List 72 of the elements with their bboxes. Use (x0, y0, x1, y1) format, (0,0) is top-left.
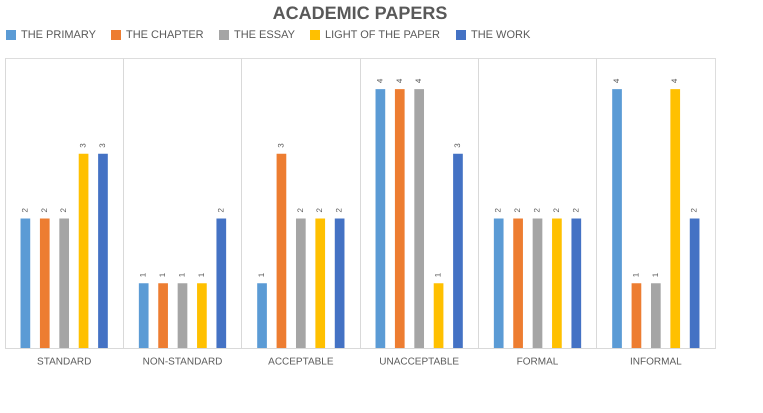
bar (78, 154, 88, 348)
data-label: 4 (414, 78, 424, 84)
data-label: 1 (434, 272, 443, 278)
bar (670, 89, 680, 348)
data-label: 1 (178, 272, 186, 278)
bar (394, 89, 405, 348)
data-label: 4 (612, 78, 622, 84)
bar (612, 89, 622, 348)
bar (690, 218, 700, 348)
data-label: 2 (59, 208, 68, 213)
data-label: 2 (40, 208, 49, 213)
data-label: 1 (138, 272, 148, 278)
bar (453, 154, 463, 348)
bar (552, 218, 562, 348)
x-tick-label: STANDARD (37, 356, 92, 368)
bar (571, 218, 582, 348)
bar (276, 154, 286, 348)
bar (59, 218, 70, 348)
bar (138, 283, 149, 348)
data-label: 2 (334, 208, 344, 213)
bar (158, 283, 168, 348)
x-tick-label: NON-STANDARD (142, 356, 222, 368)
bar (513, 218, 523, 348)
data-label: 4 (394, 78, 404, 84)
data-label: 2 (552, 208, 561, 213)
x-tick-label: UNACCEPTABLE (379, 356, 460, 368)
bar (257, 283, 267, 348)
data-label: 2 (571, 208, 580, 213)
bar (197, 283, 207, 348)
bar (98, 154, 108, 348)
legend-label: THE PRIMARY (21, 29, 97, 41)
bar (296, 218, 306, 348)
data-label: 2 (216, 208, 226, 213)
bar (434, 283, 444, 348)
bar (40, 218, 50, 348)
bar (216, 218, 226, 348)
data-label: 2 (494, 208, 503, 213)
bar (650, 283, 661, 348)
x-tick-label: INFORMAL (630, 356, 682, 368)
bar (334, 218, 344, 348)
bar (632, 283, 642, 348)
legend-label: THE ESSAY (234, 29, 296, 41)
bar (532, 218, 542, 348)
chart-title: ACADEMIC PAPERS (272, 3, 448, 23)
legend-label: THE CHAPTER (126, 29, 204, 41)
data-label: 3 (78, 142, 88, 148)
data-label: 1 (196, 272, 206, 278)
x-tick-label: FORMAL (516, 356, 559, 368)
data-label: 4 (375, 78, 384, 84)
data-label: 2 (296, 208, 305, 213)
bar (376, 89, 386, 348)
data-label: 1 (257, 272, 266, 278)
data-label: 2 (315, 208, 324, 213)
data-label: 4 (670, 78, 680, 84)
data-label: 1 (631, 272, 640, 278)
data-label: 2 (690, 208, 699, 213)
bar (414, 89, 424, 348)
x-tick-label: ACCEPTABLE (268, 356, 334, 368)
data-label: 3 (452, 142, 462, 148)
data-label: 2 (20, 208, 30, 213)
data-label: 1 (650, 272, 660, 278)
bar (178, 283, 188, 348)
data-label: 2 (532, 208, 542, 213)
bar (20, 218, 30, 348)
bar (315, 218, 326, 348)
legend-label: THE WORK (471, 29, 531, 41)
bar (494, 218, 504, 348)
data-label: 2 (513, 208, 522, 213)
data-label: 1 (158, 272, 168, 278)
data-label: 3 (98, 142, 107, 148)
data-label: 3 (276, 142, 286, 148)
legend-label: LIGHT OF THE PAPER (325, 29, 440, 41)
